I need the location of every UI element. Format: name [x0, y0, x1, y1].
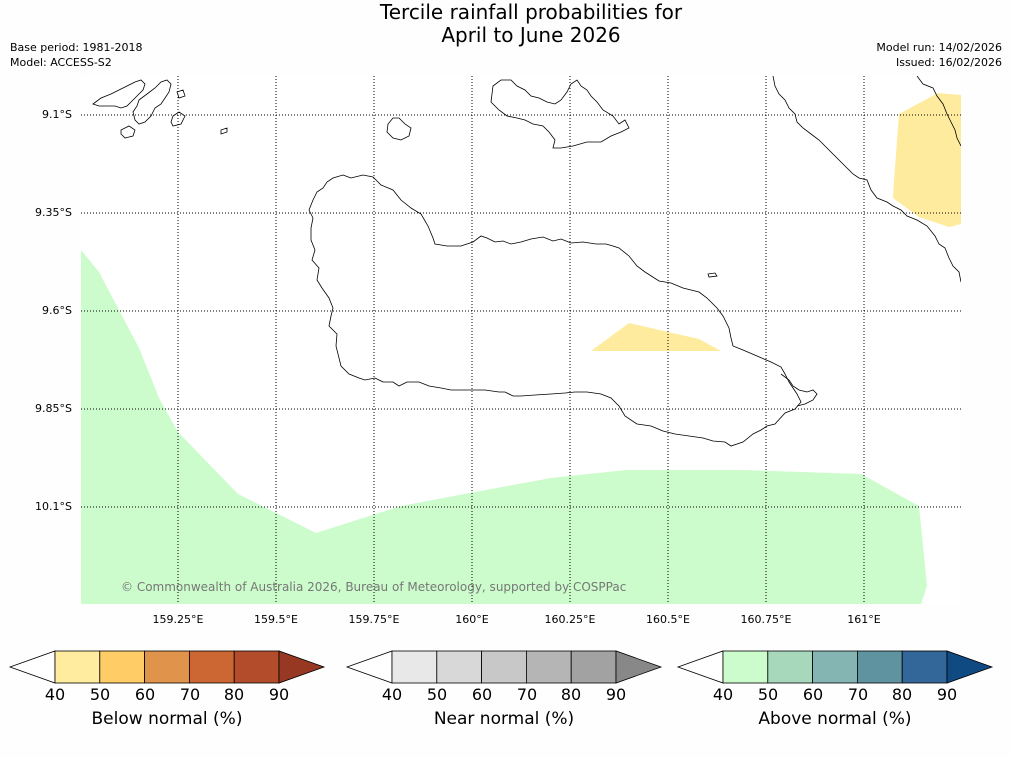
colorbar-above-swatches [676, 650, 994, 684]
colorbar-swatch [54, 650, 101, 684]
colorbar-swatch [722, 650, 769, 684]
small-islet [707, 272, 718, 278]
title-line-1: Tercile rainfall probabilities for [379, 0, 683, 24]
lon-label-8: 161°E [847, 613, 881, 626]
colorbar-swatch [901, 650, 948, 684]
guadalcanal-coastline [308, 174, 802, 447]
colorbar-extend-low [345, 650, 393, 684]
florida-islands-east [490, 79, 630, 149]
lat-label-3: 9.6°S [42, 304, 72, 317]
lon-label-1: 159.25°E [152, 613, 204, 626]
tick-label: 80 [891, 685, 913, 704]
lon-label-7: 160.75°E [740, 613, 792, 626]
tick-label: 80 [560, 685, 582, 704]
tick-label: 50 [89, 685, 111, 704]
colorbar-near-label: Near normal (%) [433, 709, 575, 729]
meta-left: Base period: 1981-2018 Model: ACCESS-S2 [10, 40, 142, 70]
malaita-coastline [772, 76, 961, 283]
lat-label-5: 10.1°S [35, 500, 72, 513]
title-line-2: April to June 2026 [441, 23, 621, 47]
coastlines [92, 76, 961, 447]
colorbar-swatch [233, 650, 280, 684]
map-svg [81, 76, 961, 604]
colorbar-swatch [391, 650, 438, 684]
model-run: Model run: 14/02/2026 [876, 41, 1002, 54]
meta-right: Model run: 14/02/2026 Issued: 16/02/2026 [876, 40, 1002, 70]
base-period: Base period: 1981-2018 [10, 41, 143, 54]
below-normal-region-inland [591, 323, 721, 351]
koli-point-detail [780, 373, 818, 407]
colorbar-near: 40 50 60 70 80 90 Near normal (%) [345, 650, 663, 729]
colorbar-near-swatches [345, 650, 663, 684]
lat-label-2: 9.35°S [35, 206, 72, 219]
savo-island [386, 117, 412, 141]
colorbar-swatch [812, 650, 858, 684]
lon-label-4: 160°E [455, 613, 489, 626]
colorbar-extend-low [8, 650, 56, 684]
tick-label: 40 [44, 685, 66, 704]
model-name: Model: ACCESS-S2 [10, 56, 112, 69]
tick-label: 90 [936, 685, 958, 704]
colorbar-swatch [144, 650, 190, 684]
lat-label-4: 9.85°S [35, 402, 72, 415]
lon-label-2: 159.5°E [254, 613, 298, 626]
colorbar-swatch [188, 650, 235, 684]
tick-label: 50 [426, 685, 448, 704]
tick-label: 90 [268, 685, 290, 704]
tick-label: 50 [757, 685, 779, 704]
colorbar-swatch [525, 650, 572, 684]
colorbar-below-ticks: 40 50 60 70 80 90 [10, 683, 324, 705]
tick-label: 70 [516, 685, 538, 704]
colorbar-extend-high [946, 650, 994, 684]
colorbar-extend-high [278, 650, 326, 684]
colorbar-swatch [570, 650, 617, 684]
tick-label: 70 [847, 685, 869, 704]
lon-label-3: 159.75°E [348, 613, 400, 626]
tick-label: 90 [605, 685, 627, 704]
nggela-islands [92, 79, 228, 139]
colorbar-swatch [99, 650, 146, 684]
tick-label: 60 [134, 685, 156, 704]
lon-label-6: 160.5°E [646, 613, 690, 626]
colorbar-extend-low [676, 650, 724, 684]
tick-label: 40 [712, 685, 734, 704]
above-normal-region [81, 250, 927, 604]
below-normal-region-north [893, 93, 961, 227]
colorbar-below-swatches [8, 650, 326, 684]
colorbar-swatch [856, 650, 903, 684]
colorbar-swatch [436, 650, 483, 684]
map-panel [81, 76, 961, 604]
tick-label: 70 [179, 685, 201, 704]
issued-date: Issued: 16/02/2026 [895, 56, 1002, 69]
colorbar-below: 40 50 60 70 80 90 Below normal (%) [8, 650, 326, 729]
lat-label-1: 9.1°S [42, 108, 72, 121]
tick-label: 60 [802, 685, 824, 704]
tick-label: 60 [471, 685, 493, 704]
colorbar-below-label: Below normal (%) [91, 709, 243, 729]
malaita-west-tip [916, 76, 961, 147]
chart-title: Tercile rainfall probabilities for April… [0, 1, 1011, 47]
colorbar-above-label: Above normal (%) [758, 709, 912, 729]
lon-label-5: 160.25°E [544, 613, 596, 626]
colorbar-extend-high [615, 650, 663, 684]
colorbar-above-ticks: 40 50 60 70 80 90 [678, 683, 992, 705]
colorbar-swatch [767, 650, 814, 684]
tick-label: 40 [381, 685, 403, 704]
grid-lines [81, 76, 961, 604]
colorbar-near-ticks: 40 50 60 70 80 90 [347, 683, 661, 705]
colorbar-above: 40 50 60 70 80 90 Above normal (%) [676, 650, 994, 729]
tick-label: 80 [223, 685, 245, 704]
copyright-notice: © Commonwealth of Australia 2026, Bureau… [121, 580, 627, 594]
colorbar-swatch [481, 650, 527, 684]
